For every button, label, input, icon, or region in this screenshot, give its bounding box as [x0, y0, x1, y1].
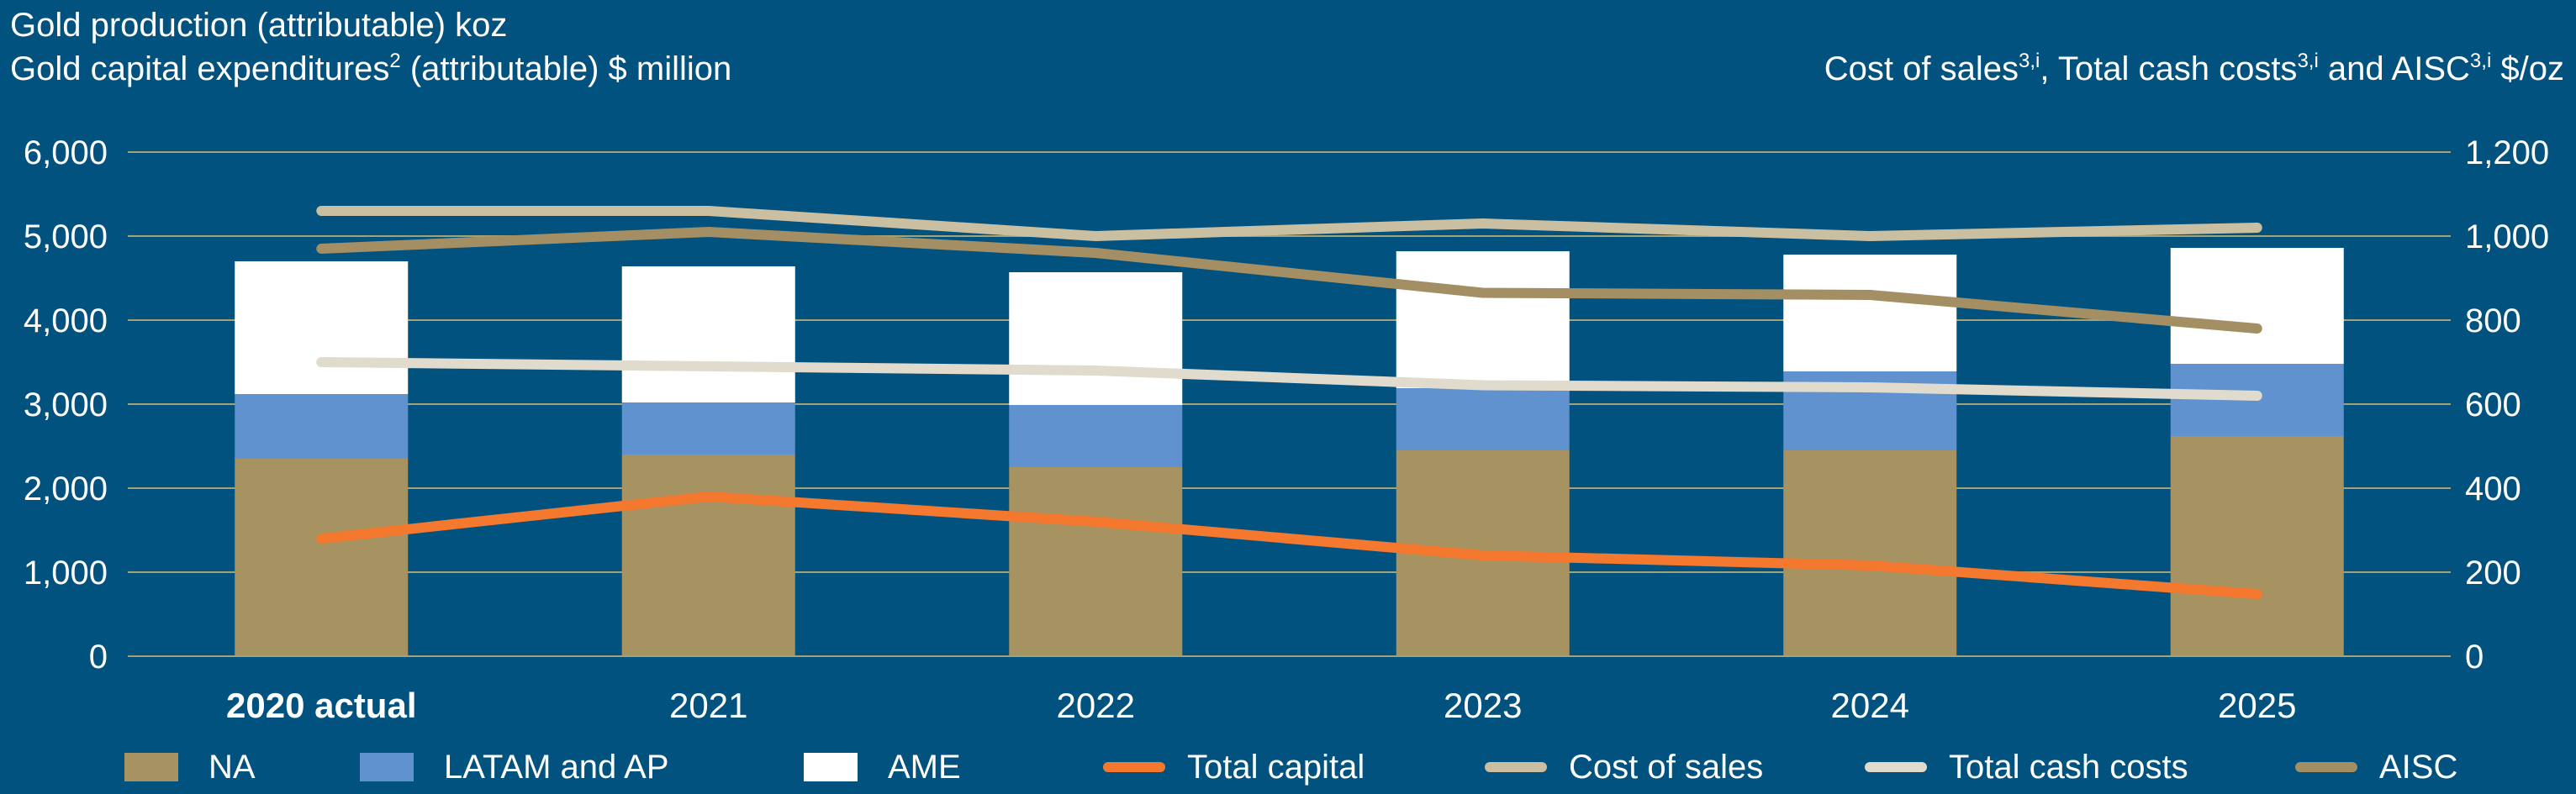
legend-label-latam: LATAM and AP	[444, 748, 669, 786]
line-series-total-cash-costs	[316, 357, 2262, 401]
legend-item-latam: LATAM and AP	[360, 746, 669, 788]
right-axis-tick-label: 800	[2465, 302, 2521, 339]
legend-swatch-na	[124, 753, 178, 781]
legend-label-na: NA	[209, 748, 256, 786]
cost-title-part3: and AISC	[2318, 50, 2470, 87]
left-axis-tick-label: 2,000	[24, 471, 108, 507]
legend-label-aisc: AISC	[2379, 748, 2458, 786]
legend-swatch-aisc	[2295, 762, 2357, 772]
legend-item-na: NA	[124, 746, 256, 788]
legend-swatch-total-capital	[1103, 762, 1165, 772]
line-series-cost-of-sales	[316, 206, 2262, 241]
right-axis-tick-label: 400	[2465, 471, 2521, 507]
bar-segment-ame	[2170, 248, 2344, 364]
left-axis-tick-label: 6,000	[24, 134, 108, 171]
bar-segment-latam-and-ap	[1009, 405, 1183, 467]
x-axis-category-label: 2021	[669, 686, 747, 725]
line-series-aisc	[316, 227, 2262, 334]
bar-segment-latam-and-ap	[1396, 388, 1570, 450]
bar-segment-latam-and-ap	[621, 402, 795, 455]
legend-label-total-cash-costs: Total cash costs	[1949, 748, 2188, 786]
line-series-total-capital	[316, 492, 2262, 599]
bar-segment-ame	[1009, 272, 1183, 405]
bar-segment-ame	[1396, 251, 1570, 388]
cost-footnote-2: 3,i	[2297, 50, 2319, 72]
cost-title-unit: $/oz	[2491, 50, 2564, 87]
x-axis-category-label: 2025	[2218, 686, 2296, 725]
left-axis-tick-label: 4,000	[24, 302, 108, 339]
bar-segment-na	[1783, 450, 1957, 656]
x-axis-category-label: 2024	[1831, 686, 1909, 725]
x-axis-category-label: 2020 actual	[226, 686, 417, 725]
left-axis-tick-label: 5,000	[24, 218, 108, 255]
right-axis-tick-label: 1,200	[2465, 134, 2549, 171]
legend-item-total-cash-costs: Total cash costs	[1865, 746, 2188, 788]
bar-segment-na	[1009, 467, 1183, 656]
chart-title-capex: Gold capital expenditures2 (attributable…	[10, 49, 731, 89]
bar-segment-ame	[621, 266, 795, 402]
bar-segment-na	[2170, 436, 2344, 656]
left-axis-tick-label: 1,000	[24, 555, 108, 592]
cost-title-part2: , Total cash costs	[2040, 50, 2298, 87]
bar-segment-na	[621, 455, 795, 656]
right-axis-tick-label: 200	[2465, 555, 2521, 592]
right-axis-tick-label: 1,000	[2465, 218, 2549, 255]
cost-footnote-3: 3,i	[2469, 50, 2492, 72]
legend-label-ame: AME	[888, 748, 961, 786]
cost-footnote-1: 3,i	[2019, 50, 2040, 72]
legend-item-aisc: AISC	[2295, 746, 2457, 788]
capex-footnote: 2	[389, 50, 401, 72]
bar-segment-na	[235, 459, 409, 656]
legend-item-ame: AME	[804, 746, 961, 788]
legend-item-total-capital: Total capital	[1103, 746, 1365, 788]
x-axis-category-label: 2022	[1057, 686, 1135, 725]
legend-label-total-capital: Total capital	[1187, 748, 1365, 786]
legend-swatch-cost-of-sales	[1485, 762, 1547, 772]
capex-title-unit: (attributable) $ million	[400, 50, 732, 87]
legend-item-cost-of-sales: Cost of sales	[1485, 746, 1763, 788]
legend-swatch-ame	[804, 753, 858, 781]
chart-title-production: Gold production (attributable) koz	[10, 7, 508, 44]
chart-title-costs: Cost of sales3,i, Total cash costs3,i an…	[1824, 49, 2564, 89]
left-axis-tick-label: 3,000	[24, 386, 108, 423]
left-axis-tick-label: 0	[89, 639, 108, 676]
right-axis-tick-label: 600	[2465, 386, 2521, 423]
legend-swatch-total-cash-costs	[1865, 762, 1927, 772]
bar-segment-ame	[235, 261, 409, 394]
bar-segment-ame	[1783, 255, 1957, 371]
legend-label-cost-of-sales: Cost of sales	[1569, 748, 1764, 786]
bar-segment-latam-and-ap	[235, 394, 409, 459]
right-axis-tick-label: 0	[2465, 639, 2484, 676]
x-axis-category-label: 2023	[1444, 686, 1522, 725]
capex-title-text: Gold capital expenditures	[10, 50, 390, 87]
legend-swatch-latam	[360, 753, 414, 781]
cost-title-part1: Cost of sales	[1824, 50, 2019, 87]
